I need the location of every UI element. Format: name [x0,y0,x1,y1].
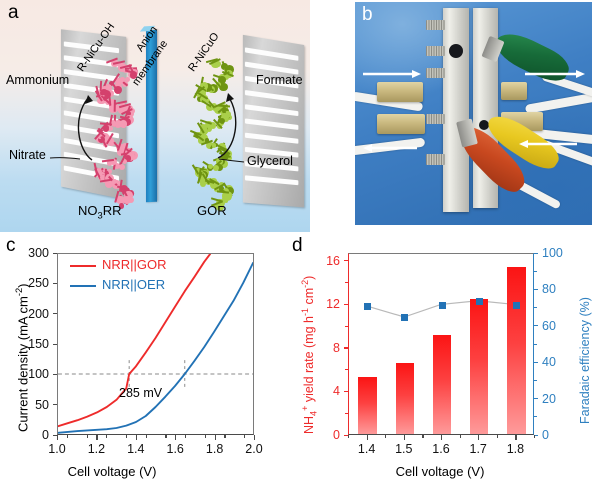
bar-1.4 [358,377,377,434]
d-y-tick: 16 [326,254,340,268]
fe-marker-1.4 [364,303,371,310]
panel-a-schematic: a R-NiCu-OH Anion membrane R-NiCuO Ammon… [0,0,310,232]
c-y-tick: 200 [28,307,49,321]
d-x-tick: 1.8 [507,442,524,456]
bar-1.8 [507,267,526,434]
panel-c-label: c [6,235,16,257]
d-y-tick: 4 [333,384,340,398]
c-legend-label-oer: NRR||OER [102,277,165,292]
anode-reaction-arrow [0,0,310,232]
fe-marker-1.6 [439,302,446,309]
d-y-tick: 0 [333,428,340,442]
c-y-axis-title: Current density (mA cm-2) [14,284,30,432]
d-x-tick: 1.7 [469,442,486,456]
d-x-tick: 1.5 [395,442,412,456]
panel-b-photo: b NO3- in Formate out NH4+ out Glycerol … [310,0,600,232]
d-y-axis-title: NH4+ yield rate (mg h-1 cm-2) [300,276,319,434]
c-x-tick: 1.8 [206,442,223,456]
c-x-tick: 1.4 [127,442,144,456]
d-y2-tick: 80 [542,282,556,296]
c-y-tick: 250 [28,276,49,290]
d-x-tick: 1.4 [358,442,375,456]
panel-d-yield-fe-chart: d 0 4 8 12 16 0 20 40 60 80 100 1.4 1.5 1.6 1.7 1.8 N… [290,232,600,490]
bar-1.7 [470,299,489,434]
c-y-tick: 300 [28,246,49,260]
d-x-tick: 1.6 [432,442,449,456]
d-y2-tick: 60 [542,319,556,333]
d-y2-tick: 100 [542,246,563,260]
electrolyzer-photograph [355,2,592,225]
d-y2-axis-title: Faradaic efficiency (%) [578,297,592,424]
c-x-tick: 2.0 [245,442,262,456]
c-x-tick: 1.0 [48,442,65,456]
d-plot-area [348,253,534,435]
c-y-tick: 50 [35,398,49,412]
bar-1.6 [433,335,452,434]
d-y-tick: 8 [333,341,340,355]
bar-1.5 [396,363,415,434]
fe-marker-1.5 [401,314,408,321]
c-legend-swatch-gor [70,265,96,267]
c-x-tick: 1.2 [88,442,105,456]
c-x-tick: 1.6 [166,442,183,456]
c-x-axis-title: Cell voltage (V) [68,464,157,479]
c-y-tick: 100 [28,367,49,381]
d-y2-tick: 0 [542,428,549,442]
c-annotation-overpotential: 285 mV [119,386,162,400]
panel-c-lsv-chart: c 0 50 100 150 200 250 300 1.0 1.2 1.4 1.6 1.8 2.0 … [0,232,290,490]
d-x-axis-title: Cell voltage (V) [396,464,485,479]
c-legend-swatch-oer [70,285,96,287]
d-y2-tick: 20 [542,392,556,406]
fe-marker-1.7 [476,298,483,305]
flow-arrows [355,2,592,225]
d-y2-tick: 40 [542,355,556,369]
panel-b-label: b [362,4,373,26]
c-y-tick: 150 [28,337,49,351]
fe-marker-1.8 [513,302,520,309]
c-legend-label-gor: NRR||GOR [102,257,167,272]
c-y-tick: 0 [42,428,49,442]
panel-d-label: d [292,235,303,257]
d-y-tick: 12 [326,297,340,311]
